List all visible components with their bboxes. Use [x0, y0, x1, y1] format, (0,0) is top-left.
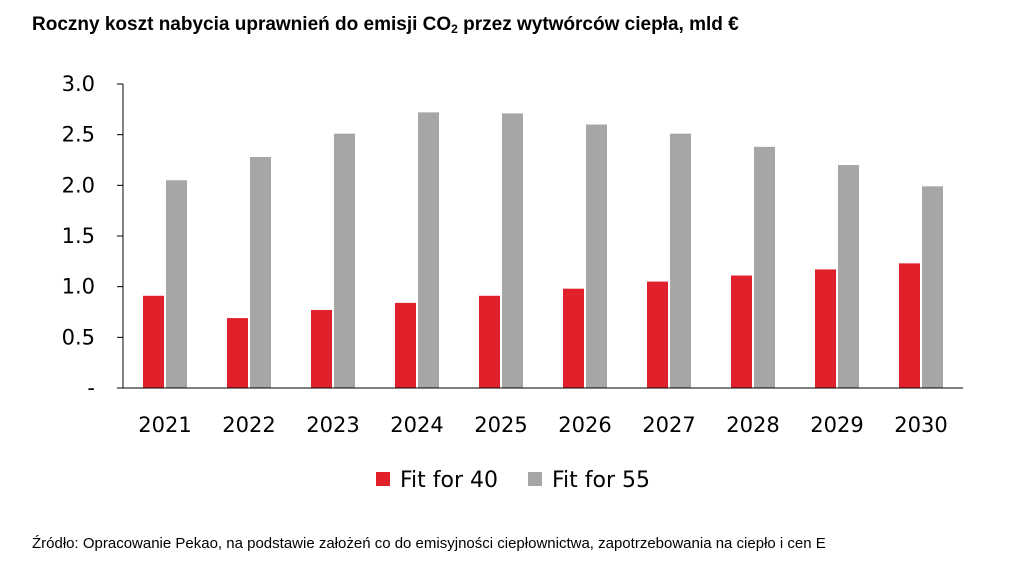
bar-fit-for-55 — [922, 186, 943, 388]
x-tick-label: 2027 — [642, 413, 695, 437]
legend-fit-for-55-label: Fit for 55 — [552, 468, 650, 493]
x-tick-label: 2025 — [474, 413, 527, 437]
bar-fit-for-40 — [563, 288, 584, 388]
x-tick-label: 2024 — [390, 413, 443, 437]
y-tick-label: 3.0 — [62, 72, 95, 96]
bar-fit-for-55 — [250, 156, 271, 388]
x-tick-label: 2021 — [138, 413, 191, 437]
bar-fit-for-40 — [647, 281, 668, 388]
x-tick-label: 2023 — [306, 413, 359, 437]
legend-fit-for-55-swatch — [528, 472, 542, 486]
y-tick-label: 2.0 — [62, 173, 95, 197]
y-tick-label: 1.5 — [62, 224, 95, 248]
bar-fit-for-55 — [418, 112, 439, 388]
bar-fit-for-55 — [586, 124, 607, 389]
x-tick-label: 2028 — [726, 413, 779, 437]
title-subscript: 2 — [451, 22, 458, 36]
bar-fit-for-55 — [670, 133, 691, 388]
legend-fit-for-40-swatch — [376, 472, 390, 486]
bar-fit-for-55 — [838, 165, 859, 388]
bar-fit-for-40 — [395, 302, 416, 388]
y-tick-label: - — [87, 376, 95, 400]
legend-fit-for-40-label: Fit for 40 — [400, 468, 498, 493]
y-tick-label: 1.0 — [62, 275, 95, 299]
x-tick-label: 2026 — [558, 413, 611, 437]
bar-fit-for-40 — [311, 309, 332, 388]
title-main: Roczny koszt nabycia uprawnień do emisji… — [32, 14, 452, 35]
x-tick-label: 2030 — [894, 413, 947, 437]
bar-fit-for-55 — [166, 180, 187, 388]
source-note: Źródło: Opracowanie Pekao, na podstawie … — [32, 535, 826, 552]
bar-chart: - 0.5 1.0 1.5 2.0 2.5 3.0 2021 2022 2023 2024 2025 2… — [62, 72, 963, 493]
bar-fit-for-55 — [754, 146, 775, 388]
bar-fit-for-40 — [815, 269, 836, 388]
chart-title: Roczny koszt nabycia uprawnień do emisji… — [32, 14, 739, 36]
y-tick-label: 2.5 — [62, 123, 95, 147]
bar-fit-for-55 — [502, 113, 523, 389]
x-tick-label: 2022 — [222, 413, 275, 437]
bar-fit-for-40 — [227, 318, 248, 388]
bar-fit-for-40 — [479, 295, 500, 388]
title-rest: przez wytwórców ciepła, mld € — [457, 14, 739, 35]
y-tick-label: 0.5 — [62, 325, 95, 349]
x-tick-label: 2029 — [810, 413, 863, 437]
bar-fit-for-40 — [731, 275, 752, 388]
bar-fit-for-40 — [899, 263, 920, 388]
bar-fit-for-40 — [143, 295, 164, 388]
bar-fit-for-55 — [334, 133, 355, 388]
